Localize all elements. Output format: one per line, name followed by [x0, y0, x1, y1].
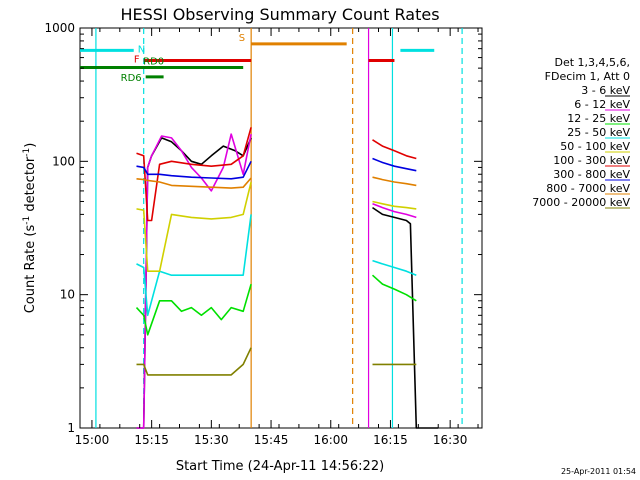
flag-label: RD0 [143, 57, 164, 68]
legend-label: 7000 - 20000 keV [532, 196, 630, 209]
series-line [136, 177, 252, 189]
series-line [372, 259, 417, 276]
legend-label: 12 - 25 keV [567, 112, 630, 125]
axes: 1 10 100 1000 15:00 15:15 15:30 15:45 16:00 16:15… [44, 21, 482, 447]
phase-lines [95, 28, 463, 428]
series-line [372, 139, 417, 160]
series-line [136, 214, 252, 317]
legend-label: 50 - 100 keV [560, 140, 630, 153]
x-tick-label: 15:15 [134, 433, 169, 447]
x-axis-label: Start Time (24-Apr-11 14:56:22) [176, 459, 384, 474]
series-line [136, 133, 252, 429]
series-line [135, 283, 252, 336]
legend-label: 100 - 300 keV [553, 154, 630, 167]
series-line [372, 200, 417, 210]
x-tick-label: 16:15 [373, 433, 408, 447]
flag-label: F [134, 55, 140, 66]
legend-label: 6 - 12 keV [574, 98, 630, 111]
plot-area [79, 27, 483, 429]
y-axis-label: Count Rate (s-1 detector-1) [22, 143, 38, 314]
series-line [136, 160, 252, 180]
x-tick-label: 15:45 [254, 433, 289, 447]
flag-label: S [239, 33, 245, 44]
y-tick-label: 10 [60, 288, 75, 302]
x-tick-label: 15:30 [194, 433, 229, 447]
chart-title: HESSI Observing Summary Count Rates [120, 5, 439, 24]
legend-title-1: Det 1,3,4,5,6, [554, 56, 630, 69]
legend-label: 25 - 50 keV [567, 126, 630, 139]
x-tick-label: 16:30 [433, 433, 468, 447]
y-tick-label: 100 [52, 154, 75, 168]
timestamp: 25-Apr-2011 01:54 [561, 467, 636, 476]
flag-label: RD6 [121, 73, 142, 84]
legend-label: 3 - 6 keV [581, 84, 630, 97]
x-tick-label: 15:00 [75, 433, 110, 447]
series-line [372, 176, 417, 187]
series-line [136, 127, 252, 222]
y-tick-label: 1000 [44, 21, 75, 35]
series-line [372, 206, 439, 429]
y-tick-label: 1 [67, 421, 75, 435]
legend-label: 300 - 800 keV [553, 168, 630, 181]
legend-label: 800 - 7000 keV [546, 182, 630, 195]
series-line [372, 203, 417, 219]
count-series [135, 127, 439, 429]
series-line [136, 181, 252, 273]
legend: Det 1,3,4,5,6, FDecim 1, Att 0 3 - 6 keV… [532, 56, 630, 209]
series-line [136, 347, 252, 376]
x-tick-label: 16:00 [313, 433, 348, 447]
legend-title-2: FDecim 1, Att 0 [545, 70, 630, 83]
series-line [371, 274, 417, 302]
flag-label: N [138, 44, 145, 55]
series-line [372, 157, 417, 172]
